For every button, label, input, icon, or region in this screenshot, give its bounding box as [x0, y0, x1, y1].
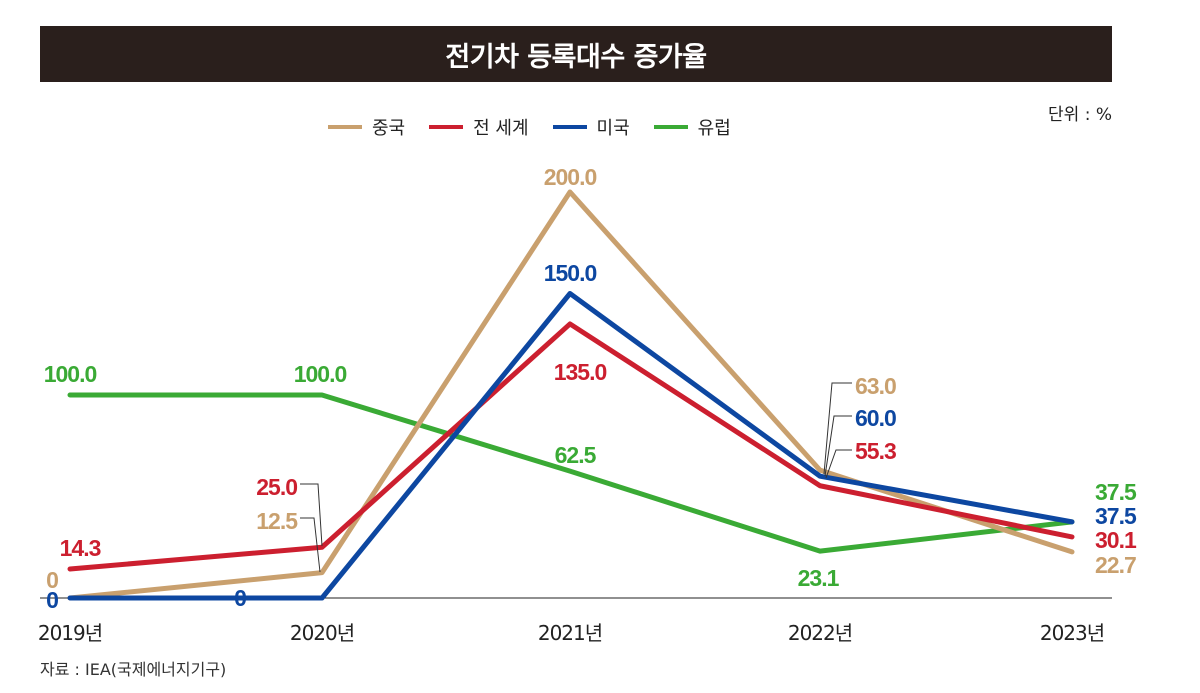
data-label: 0 — [46, 587, 58, 613]
data-label: 22.7 — [1095, 552, 1136, 578]
legend-label: 중국 — [372, 118, 406, 139]
data-label: 25.0 — [256, 474, 297, 500]
legend-item-usa: 미국 — [552, 114, 630, 140]
legend: 중국 전 세계 미국 유럽 — [328, 114, 731, 140]
data-label: 55.3 — [855, 438, 896, 464]
data-label: 0 — [234, 585, 246, 611]
legend-swatch — [328, 125, 362, 129]
data-label: 0 — [46, 567, 58, 593]
data-label: 62.5 — [555, 442, 597, 468]
data-label: 37.5 — [1095, 479, 1137, 505]
series-line-0 — [67, 189, 1075, 601]
legend-swatch — [552, 125, 587, 129]
legend-item-world: 전 세계 — [429, 114, 529, 140]
x-tick-label: 2020년 — [290, 621, 354, 645]
data-label: 100.0 — [294, 361, 347, 387]
data-label: 135.0 — [554, 359, 607, 385]
leader-line — [825, 449, 852, 479]
chart-title: 전기차 등록대수 증가율 — [445, 41, 707, 73]
unit-label: 단위 : % — [1048, 105, 1112, 125]
legend-label: 전 세계 — [473, 118, 529, 139]
data-label: 200.0 — [544, 164, 597, 190]
data-label: 100.0 — [44, 361, 97, 387]
chart-title-bar: 전기차 등록대수 증가율 — [40, 26, 1112, 82]
x-tick-label: 2019년 — [38, 621, 102, 645]
x-tick-label: 2022년 — [788, 621, 852, 645]
leader-line — [300, 517, 321, 573]
legend-swatch — [653, 125, 688, 129]
x-tick-label: 2023년 — [1040, 621, 1104, 645]
data-label: 60.0 — [855, 405, 896, 431]
leader-line — [300, 483, 323, 547]
legend-item-europe: 유럽 — [653, 114, 731, 140]
x-tick-label: 2021년 — [538, 621, 602, 645]
series-line-3 — [67, 392, 1075, 554]
data-label: 12.5 — [256, 508, 298, 534]
data-label: 63.0 — [855, 373, 896, 399]
series-line-1 — [67, 321, 1075, 572]
data-label: 30.1 — [1095, 527, 1137, 553]
legend-label: 유럽 — [697, 118, 731, 139]
data-label: 23.1 — [798, 565, 840, 591]
leader-line — [823, 382, 852, 475]
series-line-2 — [67, 291, 1075, 601]
source-note: 자료 : IEA(국제에너지기구) — [40, 660, 227, 679]
data-label: 37.5 — [1095, 503, 1137, 529]
data-label: 14.3 — [60, 535, 101, 561]
data-label: 150.0 — [544, 260, 597, 286]
legend-item-china: 중국 — [328, 114, 405, 140]
legend-swatch — [429, 125, 464, 129]
leader-line — [824, 415, 852, 477]
legend-label: 미국 — [596, 118, 630, 139]
